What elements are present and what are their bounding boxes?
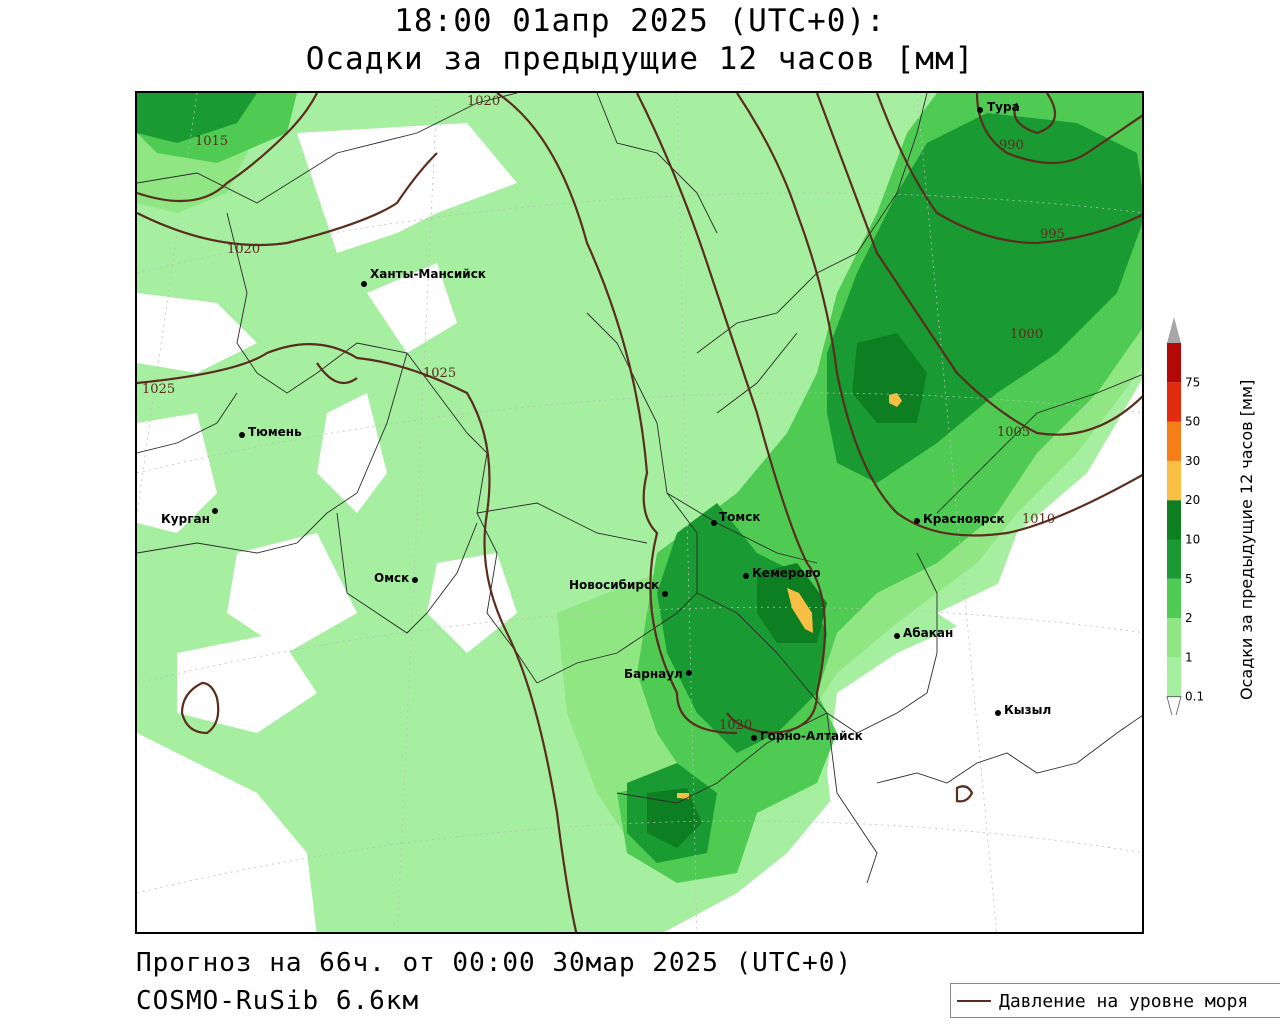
isobar-label: 1015 — [195, 134, 228, 149]
isobar-label: 1020 — [719, 718, 752, 733]
colorbar-swatch — [1167, 539, 1181, 579]
colorbar-swatch — [1167, 657, 1181, 697]
colorbar-min-triangle — [1166, 696, 1182, 725]
isobar-label: 1005 — [997, 425, 1030, 440]
isobar-legend-line — [957, 1000, 991, 1002]
isobar-legend-label: Давление на уровне моря — [999, 991, 1249, 1012]
city-label-abakan: Абакан — [903, 626, 953, 640]
city-label-gorno-altaysk: Горно-Алтайск — [760, 729, 863, 743]
colorbar-title-text: Осадки за предыдущие 12 часов [мм] — [1237, 380, 1256, 700]
colorbar-tick-label: 1 — [1185, 650, 1193, 664]
lat-lon-grid — [137, 93, 1142, 932]
city-dot — [662, 591, 668, 597]
precipitation-colorbar: 0.1 1 2 5 10 20 30 50 75 — [1160, 315, 1220, 725]
colorbar-swatch — [1167, 382, 1181, 422]
colorbar-swatch — [1167, 500, 1181, 540]
colorbar-tick-label: 75 — [1185, 375, 1200, 389]
map-title-time: 18:00 01апр 2025 (UTC+0): — [394, 3, 886, 39]
colorbar-max-triangle — [1167, 317, 1181, 343]
colorbar-tick-label: 50 — [1185, 415, 1200, 429]
isobar-label: 1025 — [423, 366, 456, 381]
city-label-omsk: Омск — [374, 571, 409, 585]
city-dot — [711, 520, 717, 526]
isobars — [137, 93, 1142, 932]
city-dot — [686, 670, 692, 676]
colorbar-ticks: 0.1 1 2 5 10 20 30 50 75 — [1185, 375, 1204, 703]
city-label-tyumen: Тюмень — [248, 425, 302, 439]
city-label-krasnoyarsk: Красноярск — [923, 512, 1005, 526]
city-dot — [412, 577, 418, 583]
colorbar-tick-label: 20 — [1185, 493, 1200, 507]
colorbar-tick-label: 30 — [1185, 454, 1200, 468]
colorbar-tick-label: 5 — [1185, 572, 1193, 586]
isobar-label: 1010 — [1022, 512, 1055, 527]
model-info: COSMO-RuSib 6.6км — [136, 986, 420, 1016]
city-label-kurgan: Курган — [161, 512, 210, 526]
city-label-khanty-mansiysk: Ханты-Мансийск — [370, 267, 486, 281]
colorbar-swatch — [1167, 460, 1181, 501]
city-label-kyzyl: Кызыл — [1004, 703, 1051, 717]
colorbar-swatch — [1167, 578, 1181, 619]
colorbar-tick-label: 2 — [1185, 611, 1193, 625]
city-label-tura: Тура — [987, 100, 1020, 114]
isobar-label: 1000 — [1010, 327, 1043, 342]
colorbar-swatch — [1167, 421, 1181, 461]
city-dot — [361, 281, 367, 287]
isobar-label: 1020 — [227, 242, 260, 257]
precipitation-map: 1020 1015 1020 1025 1025 990 995 1000 10… — [135, 91, 1144, 934]
city-label-novosibirsk: Новосибирск — [569, 578, 659, 592]
precip-gaps — [137, 123, 1142, 932]
city-dot — [239, 432, 245, 438]
isobar-labels: 1020 1015 1020 1025 1025 990 995 1000 10… — [142, 94, 1065, 733]
colorbar-tick-label: 0.1 — [1185, 690, 1204, 704]
colorbar-swatch — [1167, 618, 1181, 658]
colorbar-title: Осадки за предыдущие 12 часов [мм] — [1232, 330, 1262, 700]
isobar-legend: Давление на уровне моря — [950, 983, 1280, 1018]
cities: Тура Ханты-Мансийск Тюмень Курган Омск Н… — [161, 100, 1051, 743]
city-dot — [995, 710, 1001, 716]
city-dot — [212, 508, 218, 514]
city-dot — [977, 107, 983, 113]
map-title-field: Осадки за предыдущие 12 часов [мм] — [305, 41, 975, 77]
city-label-kemerovo: Кемерово — [752, 566, 821, 580]
city-dot — [743, 573, 749, 579]
city-dot — [894, 633, 900, 639]
city-label-tomsk: Томск — [719, 510, 761, 524]
colorbar-swatches — [1166, 317, 1182, 725]
city-label-barnaul: Барнаул — [624, 667, 683, 681]
isobar-label: 990 — [999, 138, 1024, 153]
city-dot — [914, 518, 920, 524]
forecast-info: Прогноз на 66ч. от 00:00 30мар 2025 (UTC… — [136, 948, 853, 978]
isobar-label: 1025 — [142, 382, 175, 397]
city-dot — [751, 735, 757, 741]
region-borders — [137, 93, 1142, 884]
isobar-label: 1020 — [467, 94, 500, 109]
isobar-label: 995 — [1040, 227, 1065, 242]
precip-band-20-30 — [677, 393, 902, 799]
colorbar-swatch — [1167, 343, 1181, 383]
colorbar-tick-label: 10 — [1185, 533, 1200, 547]
